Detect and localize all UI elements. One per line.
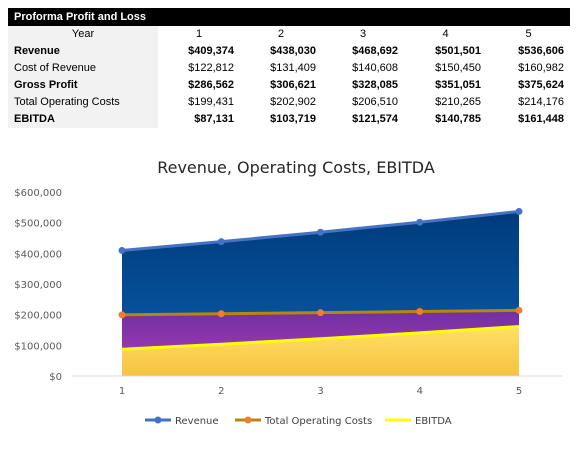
row-label: Cost of Revenue (8, 60, 158, 77)
legend-label: Total Operating Costs (264, 416, 372, 427)
row-label: EBITDA (8, 111, 158, 128)
x-tick-label: 3 (317, 386, 323, 397)
table-row-total-operating-costs: Total Operating Costs $199,431 $202,902 $20… (8, 94, 570, 111)
legend-item-ebitda: EBITDA (385, 416, 452, 427)
table-row-cost-of-revenue: Cost of Revenue $122,812 $131,409 $140,608 $… (8, 60, 570, 77)
line-ebitda (121, 324, 520, 351)
y-tick-label: $600,000 (14, 188, 62, 199)
y-tick-label: $200,000 (14, 311, 62, 322)
x-tick-label: 2 (218, 386, 224, 397)
marker-total-operating-costs (217, 310, 225, 318)
cell-year-3: $468,692 (352, 45, 398, 57)
year-header: Year (8, 26, 158, 43)
cell-year-5: $160,982 (518, 62, 564, 74)
year-5-header: 5 (525, 28, 532, 40)
revenue-costs-ebitda-chart: Revenue, Operating Costs, EBITDA $0 $100,0… (0, 150, 581, 452)
cell-year-4: $351,051 (435, 79, 481, 91)
cell-year-1: $199,431 (188, 96, 234, 108)
legend-item-revenue: Revenue (145, 416, 219, 427)
marker-total-operating-costs (416, 308, 424, 316)
cell-year-4: $501,501 (435, 45, 481, 57)
x-tick-label: 4 (417, 386, 423, 397)
cell-year-2: $131,409 (270, 62, 316, 74)
table-row-revenue: Revenue $409,374 $438,030 $468,692 $501,501 $… (8, 43, 570, 60)
profit-loss-grid: Year 1 2 3 4 5 Revenue $409,374 $438,030 $468,692… (8, 26, 570, 128)
y-tick-label: $0 (49, 372, 62, 383)
chart-title: Revenue, Operating Costs, EBITDA (157, 158, 435, 177)
legend-marker (244, 416, 252, 424)
cell-year-5: $375,624 (518, 79, 564, 91)
legend-item-total-operating-costs: Total Operating Costs (235, 416, 372, 427)
table-header-row: Year 1 2 3 4 5 (8, 26, 570, 43)
cell-year-2: $306,621 (270, 79, 316, 91)
marker-total-operating-costs (515, 306, 523, 314)
year-4-header: 4 (442, 28, 449, 40)
cell-year-3: $206,510 (352, 96, 398, 108)
area-ebitda (122, 326, 519, 376)
table-row-gross-profit: Gross Profit $286,562 $306,621 $328,085 $351… (8, 77, 570, 94)
year-2-header: 2 (277, 28, 285, 40)
marker-revenue (317, 228, 324, 236)
y-tick-label: $100,000 (14, 341, 62, 352)
cell-year-4: $140,785 (435, 113, 481, 125)
chart-canvas: Revenue, Operating Costs, EBITDA $0 $100,0… (14, 158, 562, 427)
x-tick-label: 1 (119, 386, 125, 397)
cell-year-5: $214,176 (518, 96, 564, 108)
cell-year-1: $409,374 (188, 45, 234, 57)
table-title: Proforma Profit and Loss (8, 8, 570, 26)
cell-year-5: $536,606 (518, 45, 564, 57)
marker-revenue (217, 238, 225, 246)
row-label: Gross Profit (8, 77, 158, 94)
row-label: Total Operating Costs (8, 94, 158, 111)
cell-year-2: $438,030 (270, 45, 316, 57)
table-row-ebitda: EBITDA $87,131 $103,719 $121,574 $140,785 $16… (8, 111, 570, 128)
marker-revenue (118, 246, 126, 254)
x-tick-label: 5 (516, 386, 522, 397)
cell-year-4: $210,265 (435, 96, 481, 108)
year-3-header: 3 (359, 28, 367, 40)
legend-label: EBITDA (415, 416, 452, 427)
year-1-header: 1 (195, 28, 203, 40)
legend-marker (154, 416, 162, 424)
cell-year-2: $202,902 (270, 96, 316, 108)
y-tick-label: $400,000 (14, 249, 62, 260)
cell-year-3: $328,085 (352, 79, 398, 91)
legend-label: Revenue (175, 416, 219, 427)
cell-year-2: $103,719 (270, 113, 316, 125)
y-tick-label: $300,000 (14, 280, 62, 291)
cell-year-1: $122,812 (188, 62, 234, 74)
cell-year-1: $87,131 (194, 113, 234, 125)
marker-total-operating-costs (118, 311, 126, 319)
cell-year-3: $121,574 (352, 113, 398, 125)
cell-year-4: $150,450 (435, 62, 481, 74)
marker-revenue (515, 207, 523, 215)
profit-loss-table: Proforma Profit and Loss Year 1 2 3 4 5 Revenu… (8, 8, 570, 128)
marker-total-operating-costs (317, 309, 324, 317)
cell-year-1: $286,562 (188, 79, 234, 91)
row-label: Revenue (8, 43, 158, 60)
cell-year-3: $140,608 (352, 62, 398, 74)
marker-revenue (416, 218, 424, 226)
y-tick-label: $500,000 (14, 219, 62, 230)
cell-year-5: $161,448 (518, 113, 564, 125)
